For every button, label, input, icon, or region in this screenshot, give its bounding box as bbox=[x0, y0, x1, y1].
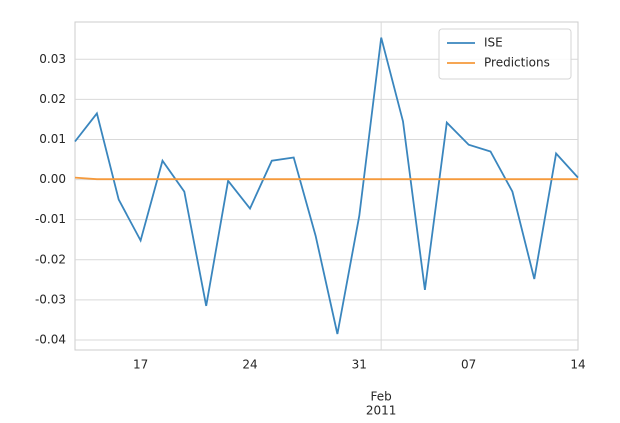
legend-box bbox=[438, 28, 572, 80]
y-tick-label: -0.02 bbox=[35, 252, 66, 266]
series-line bbox=[74, 37, 579, 335]
x-tick-sublabel: 2011 bbox=[366, 404, 397, 418]
x-tick-label: 31 bbox=[352, 358, 367, 372]
x-tick-label: 07 bbox=[461, 358, 476, 372]
legend: ISE Predictions bbox=[438, 28, 572, 80]
x-tick-label: Feb bbox=[371, 390, 392, 404]
series-line bbox=[74, 176, 578, 181]
x-tick-label: 24 bbox=[242, 358, 257, 372]
legend-label: ISE bbox=[484, 36, 503, 50]
y-tick-label: 0.00 bbox=[39, 172, 66, 186]
y-tick-label: 0.03 bbox=[39, 52, 66, 66]
y-tick-label: 0.02 bbox=[39, 92, 66, 106]
y-tick-label: 0.01 bbox=[39, 132, 66, 146]
x-tick-label: 17 bbox=[133, 358, 148, 372]
y-tick-label: -0.01 bbox=[35, 212, 66, 226]
x-tick-label: 14 bbox=[570, 358, 585, 372]
legend-label: Predictions bbox=[484, 56, 550, 70]
y-tick-label: -0.04 bbox=[35, 332, 66, 346]
y-tick-label: -0.03 bbox=[35, 292, 66, 306]
